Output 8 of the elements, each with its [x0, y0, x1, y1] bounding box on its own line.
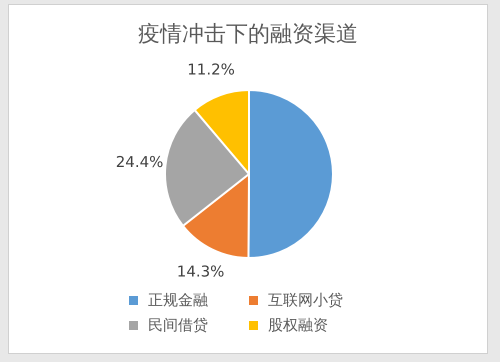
data-label: 14.3%	[176, 262, 224, 281]
data-label: 24.4%	[116, 152, 164, 171]
legend-label: 正规金融	[148, 291, 208, 310]
legend-label: 民间借贷	[148, 316, 208, 335]
data-label: 11.2%	[187, 60, 235, 79]
legend-label: 互联网小贷	[268, 291, 343, 310]
chart-title: 疫情冲击下的融资渠道	[137, 21, 359, 49]
legend-label: 股权融资	[268, 316, 328, 335]
